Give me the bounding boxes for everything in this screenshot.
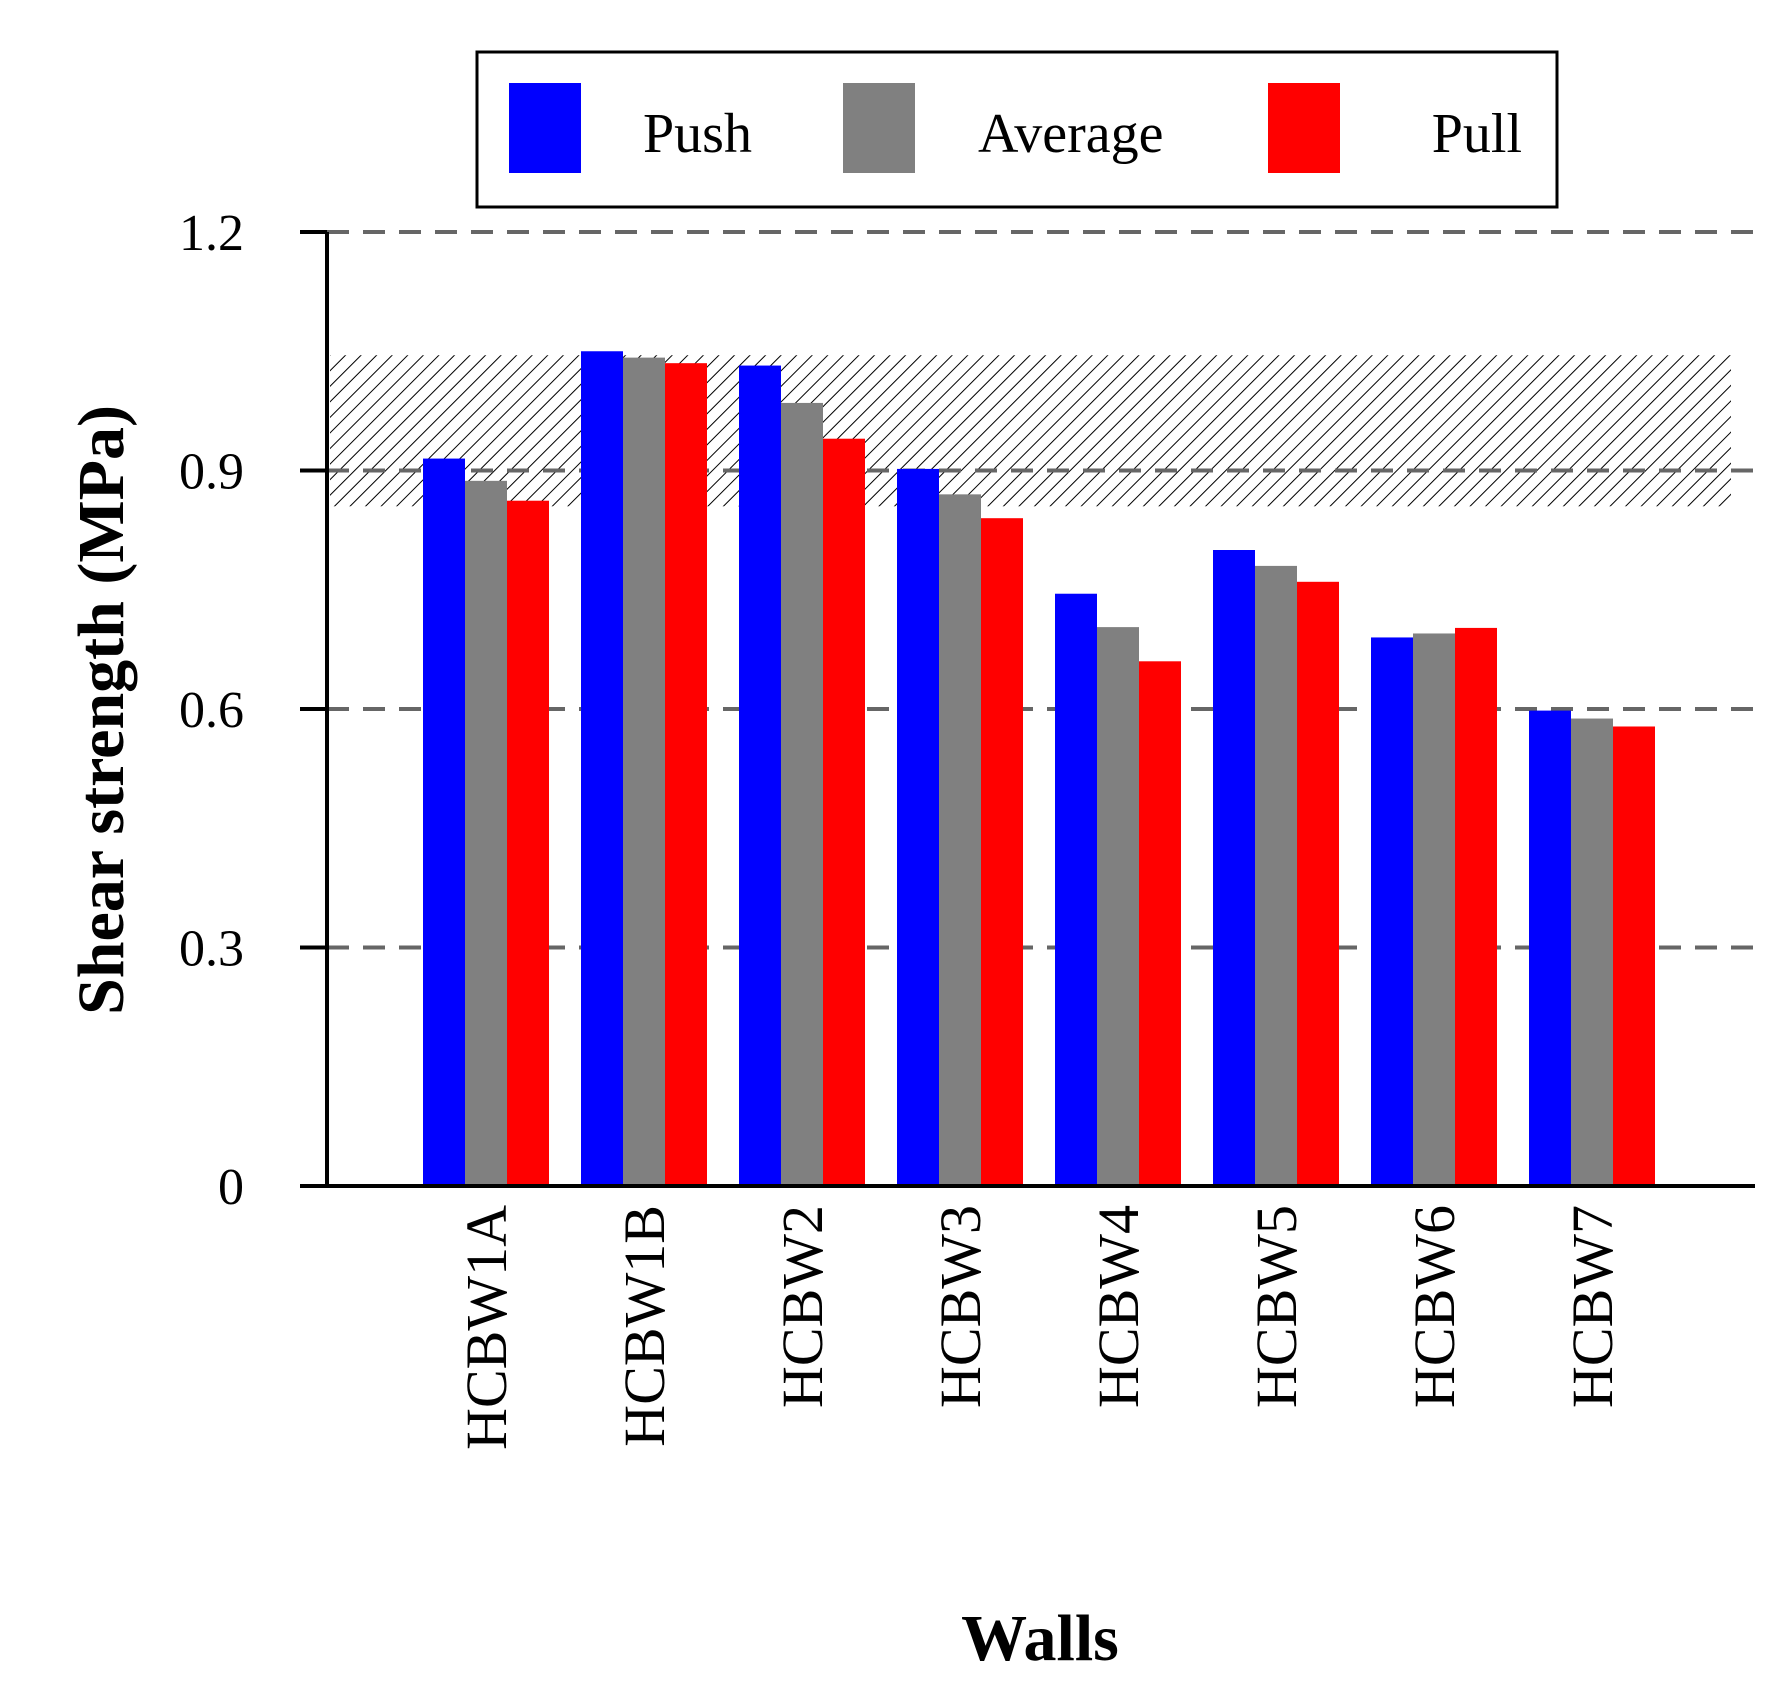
legend-label-pull: Pull — [1432, 103, 1522, 165]
shaded-band — [330, 355, 1731, 507]
bar-average-hcbw4 — [1097, 627, 1139, 1186]
bar-push-hcbw4 — [1055, 593, 1097, 1186]
bar-push-hcbw3 — [897, 468, 939, 1186]
bar-pull-hcbw7 — [1613, 726, 1655, 1186]
bar-push-hcbw6 — [1371, 637, 1413, 1186]
bar-pull-hcbw1b — [665, 363, 707, 1186]
x-category-label: HCBW5 — [1244, 1205, 1309, 1408]
bar-average-hcbw6 — [1413, 633, 1455, 1186]
legend-swatch-average — [843, 83, 915, 173]
y-tick-label: 0.9 — [179, 444, 244, 501]
bar-average-hcbw1b — [623, 357, 665, 1186]
x-category-label: HCBW1B — [612, 1205, 677, 1447]
y-tick-label: 0.3 — [179, 921, 244, 978]
bar-pull-hcbw3 — [981, 518, 1023, 1186]
legend-swatch-push — [509, 83, 581, 173]
bar-push-hcbw1b — [581, 351, 623, 1186]
bar-pull-hcbw1a — [507, 500, 549, 1187]
y-axis-title: Shear strength (MPa) — [65, 405, 138, 1015]
x-category-label: HCBW4 — [1086, 1205, 1151, 1408]
legend-label-push: Push — [643, 103, 752, 165]
bar-average-hcbw1a — [465, 480, 507, 1187]
bar-average-hcbw3 — [939, 494, 981, 1187]
legend-box — [475, 50, 1559, 209]
x-category-label: HCBW6 — [1402, 1205, 1467, 1408]
y-tick-label: 0 — [218, 1159, 244, 1216]
bar-push-hcbw7 — [1529, 710, 1571, 1186]
y-tick-label: 0.6 — [179, 682, 244, 739]
bar-push-hcbw1a — [423, 458, 465, 1186]
x-category-label: HCBW7 — [1560, 1205, 1625, 1408]
x-category-label: HCBW2 — [770, 1205, 835, 1408]
legend: Push Average Pull — [475, 50, 1559, 209]
bar-push-hcbw5 — [1213, 550, 1255, 1186]
y-tick-label: 1.2 — [179, 205, 244, 262]
bar-pull-hcbw6 — [1455, 627, 1497, 1186]
bar-average-hcbw2 — [781, 402, 823, 1186]
bar-pull-hcbw4 — [1139, 661, 1181, 1186]
legend-label-average: Average — [978, 103, 1164, 165]
bar-pull-hcbw2 — [823, 438, 865, 1186]
bar-average-hcbw5 — [1255, 565, 1297, 1186]
bar-average-hcbw7 — [1571, 718, 1613, 1186]
bar-push-hcbw2 — [739, 365, 781, 1186]
x-category-label: HCBW3 — [928, 1205, 993, 1408]
x-category-label: HCBW1A — [454, 1205, 519, 1450]
bar-pull-hcbw5 — [1297, 581, 1339, 1186]
x-axis-title: Walls — [961, 1602, 1119, 1675]
legend-swatch-pull — [1268, 83, 1340, 173]
